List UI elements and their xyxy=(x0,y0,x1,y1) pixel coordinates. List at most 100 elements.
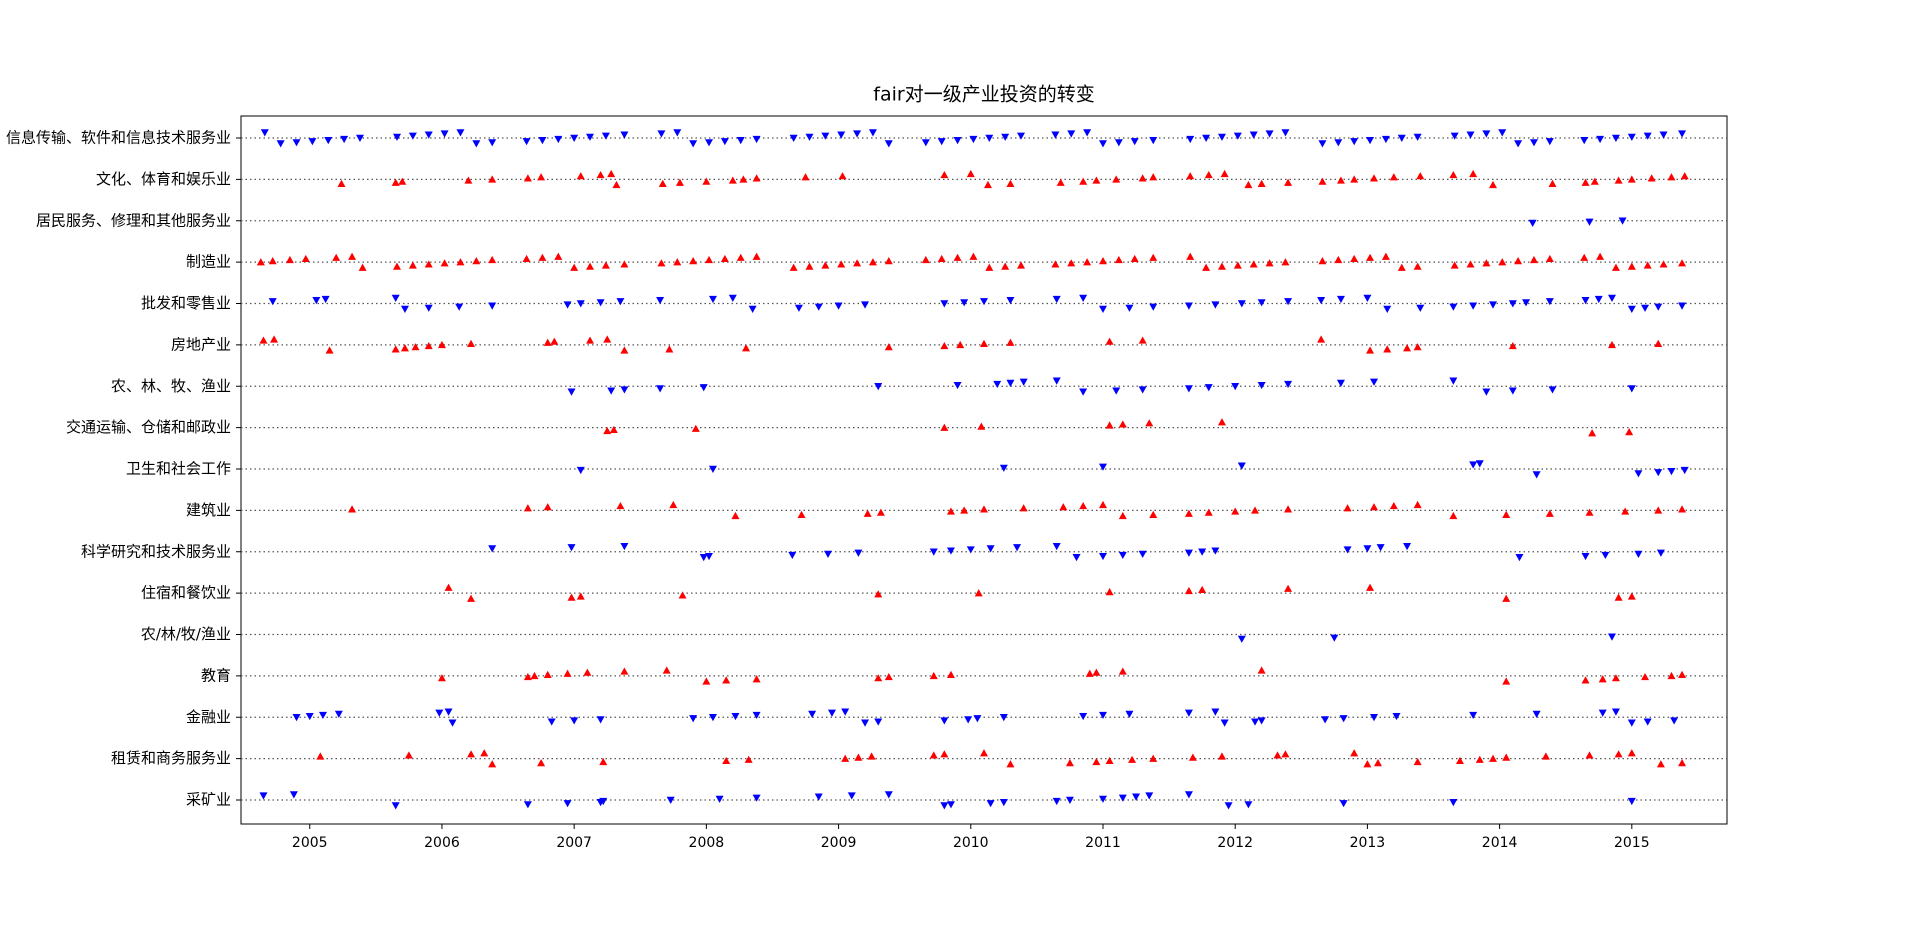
point xyxy=(1580,137,1589,145)
point xyxy=(1413,343,1422,351)
point xyxy=(1092,176,1101,184)
point xyxy=(1001,262,1010,270)
point xyxy=(657,259,666,267)
point xyxy=(821,132,830,140)
point xyxy=(940,717,949,725)
point xyxy=(1130,254,1139,263)
point xyxy=(1202,263,1211,271)
point xyxy=(1614,176,1623,184)
point xyxy=(1413,262,1422,270)
point xyxy=(543,503,552,511)
point xyxy=(576,592,585,600)
point xyxy=(1528,219,1537,227)
point xyxy=(523,801,532,809)
point xyxy=(876,508,885,516)
point xyxy=(1413,757,1422,766)
point xyxy=(1363,294,1372,302)
point xyxy=(752,252,761,260)
y-tick-label: 教育 xyxy=(201,666,231,684)
point xyxy=(1618,217,1627,225)
point xyxy=(1627,305,1636,313)
x-tick-label: 2014 xyxy=(1482,835,1518,851)
point xyxy=(530,671,539,680)
point xyxy=(946,507,955,515)
point xyxy=(874,383,883,391)
point xyxy=(554,252,563,260)
point xyxy=(1614,593,1623,601)
point xyxy=(1184,385,1193,393)
point xyxy=(1508,387,1517,395)
point xyxy=(742,344,751,352)
point xyxy=(1498,258,1507,266)
point xyxy=(1611,708,1620,716)
point xyxy=(1350,175,1359,183)
point xyxy=(656,297,665,305)
point xyxy=(966,546,975,554)
point xyxy=(736,253,745,261)
point xyxy=(1202,134,1211,142)
point xyxy=(1125,710,1134,718)
point xyxy=(1366,137,1375,145)
point xyxy=(1198,548,1207,556)
point xyxy=(736,137,745,145)
point xyxy=(1381,252,1390,260)
point xyxy=(1237,300,1246,308)
x-tick-label: 2007 xyxy=(556,835,592,851)
point xyxy=(408,261,417,269)
point xyxy=(1265,259,1274,267)
point xyxy=(400,305,409,313)
point xyxy=(705,139,714,147)
point xyxy=(596,170,605,179)
point xyxy=(467,750,476,758)
point xyxy=(821,261,830,269)
point xyxy=(1237,635,1246,643)
point xyxy=(1098,140,1107,148)
point xyxy=(1678,670,1687,678)
point xyxy=(1083,129,1092,137)
point xyxy=(1596,252,1605,260)
point xyxy=(285,255,294,264)
point xyxy=(289,791,298,799)
x-tick-label: 2011 xyxy=(1085,835,1121,851)
point xyxy=(1366,346,1375,354)
point xyxy=(999,799,1008,807)
point xyxy=(620,667,629,675)
point xyxy=(1145,792,1154,800)
point xyxy=(1112,387,1121,395)
point xyxy=(731,712,740,721)
point xyxy=(940,750,949,758)
point xyxy=(1667,468,1676,476)
point xyxy=(543,670,552,678)
point xyxy=(691,424,700,432)
point xyxy=(301,254,310,263)
point xyxy=(424,341,433,350)
point xyxy=(1318,257,1327,265)
point xyxy=(956,340,965,349)
point xyxy=(1244,180,1253,189)
point xyxy=(973,715,982,723)
point xyxy=(1051,260,1060,268)
point xyxy=(827,709,836,717)
point xyxy=(1281,258,1290,266)
point xyxy=(708,714,717,722)
point xyxy=(999,714,1008,722)
point xyxy=(823,550,832,558)
point xyxy=(884,791,893,799)
point xyxy=(720,254,729,263)
point xyxy=(1334,255,1343,264)
point xyxy=(708,295,717,304)
point xyxy=(472,257,481,265)
point xyxy=(1105,756,1114,765)
point xyxy=(1389,501,1398,510)
point xyxy=(1118,511,1127,520)
y-tick-label: 制造业 xyxy=(186,253,231,271)
point xyxy=(1596,135,1605,144)
point xyxy=(1051,131,1060,139)
point xyxy=(480,749,489,757)
point xyxy=(1114,139,1123,147)
point xyxy=(1678,759,1687,767)
point xyxy=(834,302,843,310)
point xyxy=(1211,708,1220,716)
point xyxy=(620,386,629,394)
point xyxy=(586,133,595,141)
